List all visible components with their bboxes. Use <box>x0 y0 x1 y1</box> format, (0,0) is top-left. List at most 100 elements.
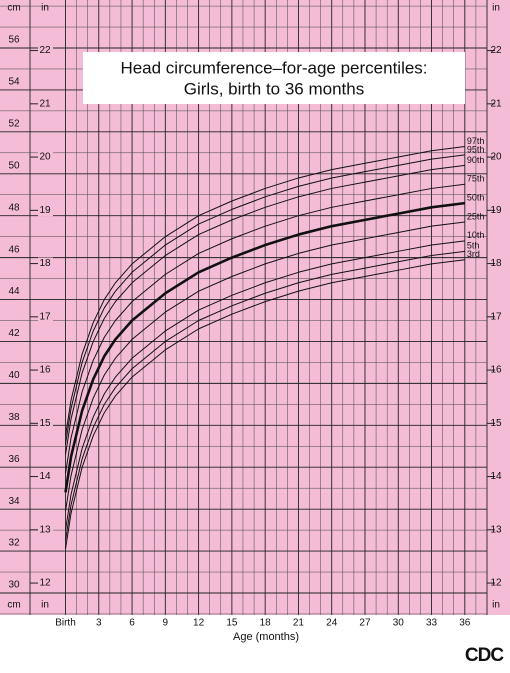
y-tick-label: 56 <box>8 35 20 46</box>
y-tick-label: 48 <box>8 202 20 213</box>
label-bg <box>5 538 23 549</box>
x-tick-label: 36 <box>459 618 471 629</box>
series-label: 3rd <box>467 249 480 259</box>
label-bg <box>38 257 53 270</box>
label-bg <box>38 364 53 377</box>
percentile-line <box>65 240 465 531</box>
series-label: 90th <box>467 155 485 165</box>
x-tick-label: Birth <box>55 618 76 629</box>
y-unit-bottom: cm <box>7 600 20 611</box>
label-bg <box>5 35 23 46</box>
x-tick-label: 24 <box>326 618 338 629</box>
y-tick-label: 54 <box>8 77 20 88</box>
y2-tick-label: 16 <box>490 365 502 376</box>
x-tick-label: 3 <box>96 618 102 629</box>
y2-unit-top-left: in <box>41 3 49 14</box>
y2-tick-label: 22 <box>490 45 502 56</box>
percentile-line <box>65 183 465 474</box>
y-tick-label: 36 <box>8 454 20 465</box>
label-bg <box>5 160 23 171</box>
series-label: 97th <box>467 136 485 146</box>
x-tick-label: 18 <box>260 618 272 629</box>
label-bg <box>38 44 53 57</box>
label-bg <box>38 204 53 217</box>
series-label: 95th <box>467 144 485 154</box>
x-tick-label: 12 <box>193 618 205 629</box>
percentile-line <box>65 164 465 455</box>
y2-tick-label: 20 <box>39 152 51 163</box>
label-bg <box>5 286 23 297</box>
x-tick-label: 6 <box>129 618 135 629</box>
label-bg <box>38 470 53 483</box>
y-tick-label: 44 <box>8 286 20 297</box>
x-tick-label: 30 <box>393 618 405 629</box>
y2-tick-label: 16 <box>39 365 51 376</box>
y2-tick-label: 21 <box>490 98 502 109</box>
logo: CDC <box>465 645 504 666</box>
y2-tick-label: 12 <box>39 578 51 589</box>
label-bg <box>5 370 23 381</box>
label-bg <box>5 496 23 507</box>
series-label: 5th <box>467 241 480 251</box>
y-unit-top: cm <box>7 3 20 14</box>
y2-tick-label: 19 <box>39 205 51 216</box>
y2-tick-label: 19 <box>490 205 502 216</box>
label-bg <box>38 151 53 164</box>
x-tick-label: 9 <box>163 618 169 629</box>
y2-tick-label: 17 <box>490 311 502 322</box>
label-bg <box>5 202 23 213</box>
label-bg <box>5 76 23 87</box>
percentile-line <box>65 146 465 436</box>
y2-unit-bottom-left: in <box>41 600 49 611</box>
y2-tick-label: 15 <box>490 418 502 429</box>
y-tick-label: 46 <box>8 244 20 255</box>
series-label: 75th <box>467 174 485 184</box>
y-tick-label: 52 <box>8 118 20 129</box>
y-tick-label: 42 <box>8 328 20 339</box>
label-bg <box>38 523 53 536</box>
label-bg <box>5 454 23 465</box>
label-bg <box>38 577 53 590</box>
chart-subtitle: Girls, birth to 36 months <box>184 79 364 98</box>
x-tick-label: 27 <box>359 618 371 629</box>
y2-tick-label: 15 <box>39 418 51 429</box>
label-bg <box>5 412 23 423</box>
y2-tick-label: 12 <box>490 578 502 589</box>
label-bg <box>5 244 23 255</box>
y2-tick-label: 18 <box>39 258 51 269</box>
series-label: 10th <box>467 230 485 240</box>
label-bg <box>38 310 53 323</box>
series-label: 50th <box>467 192 485 202</box>
x-tick-label: 21 <box>293 618 305 629</box>
percentile-line <box>65 259 465 550</box>
percentile-line <box>64 201 465 493</box>
x-tick-label: 15 <box>226 618 238 629</box>
series-label: 25th <box>467 211 485 221</box>
y-tick-label: 50 <box>8 160 20 171</box>
percentile-line <box>65 154 465 445</box>
y2-tick-label: 14 <box>490 471 502 482</box>
percentile-line <box>65 250 465 541</box>
y-tick-label: 34 <box>8 496 20 507</box>
y-tick-label: 30 <box>8 580 20 591</box>
title-box <box>83 52 465 104</box>
x-axis-label: Age (months) <box>233 631 299 643</box>
y2-tick-label: 13 <box>490 524 502 535</box>
y2-tick-label: 13 <box>39 524 51 535</box>
y-tick-label: 38 <box>8 412 20 423</box>
y2-tick-label: 18 <box>490 258 502 269</box>
label-bg <box>5 118 23 129</box>
percentile-line <box>65 221 465 512</box>
y2-tick-label: 22 <box>39 45 51 56</box>
label-bg <box>5 328 23 339</box>
x-tick-label: 33 <box>426 618 438 629</box>
y2-tick-label: 20 <box>490 152 502 163</box>
label-bg <box>38 97 53 110</box>
y2-unit-bottom-right: in <box>492 600 500 611</box>
y2-tick-label: 17 <box>39 311 51 322</box>
y2-unit-top-right: in <box>492 3 500 14</box>
y2-tick-label: 21 <box>39 98 51 109</box>
chart-title: Head circumference–for-age percentiles: <box>120 58 427 77</box>
label-bg <box>5 579 23 590</box>
label-bg <box>38 417 53 430</box>
